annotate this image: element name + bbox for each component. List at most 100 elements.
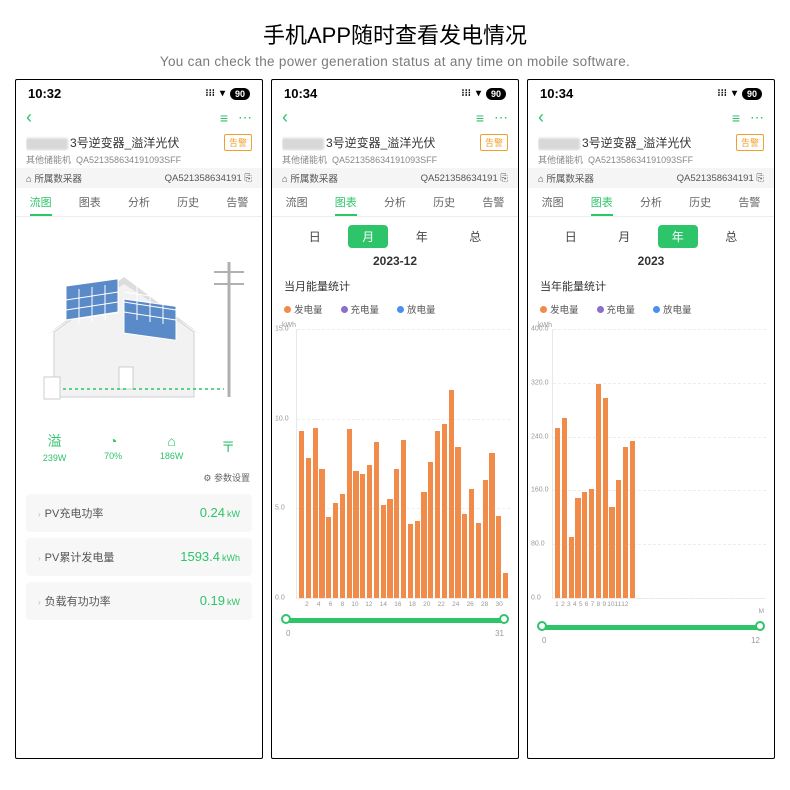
- chevron-right-icon: ›: [38, 598, 41, 607]
- tab-chart[interactable]: 图表: [79, 194, 101, 210]
- alarm-badge[interactable]: 告警: [480, 134, 508, 151]
- stat-2: ◔70%: [104, 433, 122, 461]
- range-slider[interactable]: [286, 618, 504, 623]
- period-label[interactable]: 2023: [528, 252, 774, 274]
- range-slider[interactable]: [542, 625, 760, 630]
- status-icons: ⁝⁝⁝ ▾ 90: [205, 88, 250, 100]
- phone-3: 10:34⁝⁝⁝▾90 ‹≡⋯ 3号逆变器_溢洋光伏告警 其他储能机 QA521…: [527, 79, 775, 759]
- battery-pct-icon: ◔: [109, 433, 117, 449]
- stats-row: 溢239W ◔70% ⌂186W 〒: [16, 427, 262, 467]
- battery-badge: 90: [486, 88, 506, 100]
- dot-charge-icon: [341, 306, 348, 313]
- slider-knob-right[interactable]: [755, 621, 765, 631]
- battery-badge: 90: [230, 88, 250, 100]
- collector-line[interactable]: ⌂ 所属数采器QA521358634191 ⎘: [528, 168, 774, 188]
- status-bar: 10:32 ⁝⁝⁝ ▾ 90: [16, 80, 262, 103]
- tab-analyze[interactable]: 分析: [384, 194, 406, 210]
- y-unit: kWh: [528, 322, 774, 329]
- tab-alarm[interactable]: 告警: [226, 194, 248, 210]
- tab-chart[interactable]: 图表: [335, 194, 357, 210]
- top-nav: ‹ ≡ ⋯: [16, 103, 262, 132]
- signal-icon: ⁝⁝⁝: [717, 88, 727, 99]
- battery-badge: 90: [742, 88, 762, 100]
- year-xaxis: 1234567891011121314151617181920212223242…: [528, 599, 774, 608]
- flow-illustration: [16, 217, 262, 427]
- stat-4: 〒: [221, 437, 235, 457]
- chevron-right-icon: ›: [38, 554, 41, 563]
- tab-flow[interactable]: 流图: [542, 194, 564, 210]
- tab-history[interactable]: 历史: [177, 194, 199, 210]
- month-chart: 0.05.010.015.0: [296, 329, 510, 599]
- house-icon: ⌂: [167, 433, 175, 449]
- year-chart: 0.080.0160.0240.0320.0400.0: [552, 329, 766, 599]
- signal-icon: ⁝⁝⁝: [461, 88, 471, 99]
- menu-icon[interactable]: ≡: [476, 110, 484, 126]
- tab-history[interactable]: 历史: [433, 194, 455, 210]
- ptab-day[interactable]: 日: [551, 225, 591, 248]
- metric-pv-total[interactable]: ›PV累计发电量 1593.4kWh: [26, 538, 252, 576]
- blurred-prefix: [26, 138, 68, 150]
- tab-flow[interactable]: 流图: [286, 194, 308, 210]
- ptab-total[interactable]: 总: [455, 225, 495, 248]
- back-icon[interactable]: ‹: [26, 107, 32, 128]
- period-label[interactable]: 2023-12: [272, 252, 518, 274]
- tab-alarm[interactable]: 告警: [738, 194, 760, 210]
- ptab-month[interactable]: 月: [348, 225, 388, 248]
- title-cn: 手机APP随时查看发电情况: [0, 18, 790, 50]
- clock: 10:32: [28, 86, 61, 101]
- tab-alarm[interactable]: 告警: [482, 194, 504, 210]
- phone-1: 10:32 ⁝⁝⁝ ▾ 90 ‹ ≡ ⋯ 3号逆变器_溢洋光伏 告警 其他储能机…: [15, 79, 263, 759]
- ptab-total[interactable]: 总: [711, 225, 751, 248]
- stat-icon-1: 溢: [48, 431, 62, 451]
- more-icon[interactable]: ⋯: [238, 109, 252, 126]
- stat-3: ⌂186W: [160, 433, 184, 461]
- slider-knob-left[interactable]: [281, 614, 291, 624]
- tab-history[interactable]: 历史: [689, 194, 711, 210]
- ptab-month[interactable]: 月: [604, 225, 644, 248]
- device-name: 3号逆变器_溢洋光伏: [70, 136, 179, 150]
- month-xaxis: 1234567891011121314151617181920212223242…: [272, 599, 518, 608]
- x-unit: M: [528, 608, 774, 615]
- ptab-day[interactable]: 日: [295, 225, 335, 248]
- chart-title: 当年能量统计: [528, 274, 774, 298]
- chart-title: 当月能量统计: [272, 274, 518, 298]
- dot-gen-icon: [284, 306, 291, 313]
- clock: 10:34: [540, 86, 573, 101]
- alarm-badge[interactable]: 告警: [224, 134, 252, 151]
- back-icon[interactable]: ‹: [538, 107, 544, 128]
- phone-2: 10:34 ⁝⁝⁝▾90 ‹≡⋯ 3号逆变器_溢洋光伏告警 其他储能机 QA52…: [271, 79, 519, 759]
- alarm-badge[interactable]: 告警: [736, 134, 764, 151]
- header: 手机APP随时查看发电情况 You can check the power ge…: [0, 0, 790, 79]
- metric-load[interactable]: ›负载有功功率 0.19kW: [26, 582, 252, 620]
- ptab-year[interactable]: 年: [402, 225, 442, 248]
- settings-link[interactable]: ⚙ 参数设置: [16, 467, 262, 488]
- wifi-icon: ▾: [220, 88, 225, 99]
- menu-icon[interactable]: ≡: [732, 110, 740, 126]
- signal-icon: ⁝⁝⁝: [205, 88, 215, 99]
- tab-bar: 流图 图表 分析 历史 告警: [16, 188, 262, 217]
- chevron-right-icon: ›: [38, 510, 41, 519]
- tab-flow[interactable]: 流图: [30, 194, 52, 210]
- slider-knob-right[interactable]: [499, 614, 509, 624]
- metric-pv-charge[interactable]: ›PV充电功率 0.24kW: [26, 494, 252, 532]
- period-tabs: 日 月 年 总: [272, 217, 518, 252]
- tab-analyze[interactable]: 分析: [640, 194, 662, 210]
- more-icon[interactable]: ⋯: [494, 109, 508, 126]
- collector-line[interactable]: ⌂ 所属数采器 QA521358634191 ⎘: [16, 168, 262, 188]
- stat-1: 溢239W: [43, 431, 67, 463]
- title-en: You can check the power generation statu…: [0, 54, 790, 69]
- ptab-year[interactable]: 年: [658, 225, 698, 248]
- slider-knob-left[interactable]: [537, 621, 547, 631]
- y-unit: kWh: [272, 322, 518, 329]
- collector-line[interactable]: ⌂ 所属数采器QA521358634191 ⎘: [272, 168, 518, 188]
- more-icon[interactable]: ⋯: [750, 109, 764, 126]
- tab-chart[interactable]: 图表: [591, 194, 613, 210]
- tab-analyze[interactable]: 分析: [128, 194, 150, 210]
- back-icon[interactable]: ‹: [282, 107, 288, 128]
- menu-icon[interactable]: ≡: [220, 110, 228, 126]
- device-subline: 其他储能机 QA521358634191093SFF: [16, 153, 262, 168]
- device-line: 3号逆变器_溢洋光伏 告警: [16, 132, 262, 153]
- dot-discharge-icon: [397, 306, 404, 313]
- legend: 发电量 充电量 放电量: [272, 298, 518, 322]
- metrics-list: ›PV充电功率 0.24kW ›PV累计发电量 1593.4kWh ›负载有功功…: [16, 488, 262, 626]
